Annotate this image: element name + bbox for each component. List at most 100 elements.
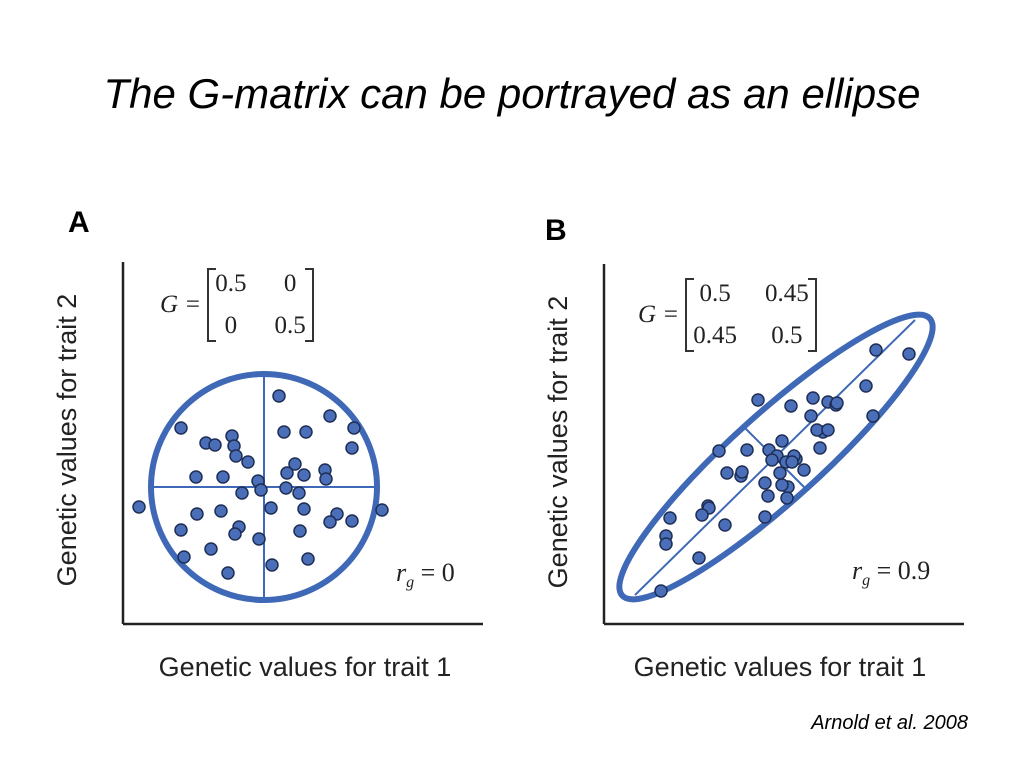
rg-value: = 0 — [420, 558, 455, 587]
panel-b-data-point — [654, 584, 668, 598]
panel-b-data-point — [773, 466, 787, 480]
panel-a-data-point — [189, 470, 203, 484]
genetic-correlation-b: rg = 0.9 — [852, 556, 930, 590]
panel-a-data-point — [208, 438, 222, 452]
panel-a-data-point — [132, 500, 146, 514]
panel-a-data-point — [345, 441, 359, 455]
panel-a-data-point — [279, 481, 293, 495]
panel-a-data-point — [264, 501, 278, 515]
panel-a-data-point — [347, 421, 361, 435]
panel-b-data-point — [785, 455, 799, 469]
panel-a-data-point — [228, 527, 242, 541]
variance-ellipse-b — [616, 311, 936, 603]
panel-b-data-point — [813, 441, 827, 455]
panel-a-data-point — [345, 514, 359, 528]
panel-b-data-point — [720, 466, 734, 480]
matrix-cell: 0.45 — [764, 280, 809, 307]
panel-b-data-point — [740, 443, 754, 457]
panel-b-data-point — [780, 491, 794, 505]
scatter-plot-a — [121, 262, 483, 626]
rg-subscript: g — [406, 574, 415, 592]
panel-a-data-point — [280, 466, 294, 480]
panel-a-data-point — [241, 455, 255, 469]
panel-b-data-point — [869, 343, 883, 357]
panel-letter-b: B — [545, 214, 567, 247]
panel-b-data-point — [765, 453, 779, 467]
matrix-lhs-b: G = — [638, 301, 680, 328]
panel-b-data-point — [784, 399, 798, 413]
panel-b-data-point — [775, 478, 789, 492]
panel-a-data-point — [254, 483, 268, 497]
matrix-cell: 0.5 — [699, 280, 731, 307]
panel-b-data-point — [775, 434, 789, 448]
panel-b-data-point — [866, 409, 880, 423]
panel-b-data-point — [758, 476, 772, 490]
panel-a-data-point — [323, 409, 337, 423]
panel-b-data-point — [695, 508, 709, 522]
panel-a-data-point — [229, 449, 243, 463]
panel-a-data-point — [216, 470, 230, 484]
panel-b-data-point — [902, 347, 916, 361]
slide-title: The G-matrix can be portrayed as an elli… — [103, 70, 921, 117]
data-points-b — [654, 343, 916, 598]
panel-a-data-point — [288, 457, 302, 471]
rg-value: = 0.9 — [876, 556, 931, 585]
panel-b-data-point — [859, 379, 873, 393]
panel-a-data-point — [301, 552, 315, 566]
matrix-cell: 0.5 — [215, 270, 247, 297]
panel-a-data-point — [297, 468, 311, 482]
panel-b-data-point — [830, 396, 844, 410]
panel-a-data-point — [221, 566, 235, 580]
panel-b-data-point — [718, 518, 732, 532]
matrix-cell: 0.45 — [693, 322, 737, 349]
panel-a-data-point — [292, 486, 306, 500]
panel-a: A Genetic values for trait 2 G = 0.5 0 0… — [52, 200, 540, 690]
panel-a-data-point — [375, 503, 389, 517]
panel-b-data-point — [761, 489, 775, 503]
panel-b-data-point — [751, 393, 765, 407]
panel-a-data-point — [204, 542, 218, 556]
rg-symbol: r — [852, 556, 863, 585]
panel-b: B Genetic values for trait 2 G = 0.5 0.4… — [540, 200, 1020, 690]
panel-a-data-point — [297, 502, 311, 516]
matrix-cell: 0 — [224, 312, 238, 339]
panel-b-data-point — [659, 537, 673, 551]
x-axis-label-b: Genetic values for trait 1 — [633, 652, 927, 682]
x-axis-label-a: Genetic values for trait 1 — [158, 652, 452, 682]
panel-a-data-point — [265, 558, 279, 572]
panel-letter-a: A — [68, 206, 90, 239]
panel-b-data-point — [735, 465, 749, 479]
panel-a-data-point — [214, 504, 228, 518]
panel-a-data-point — [177, 550, 191, 564]
panel-b-data-point — [663, 511, 677, 525]
panel-b-data-point — [797, 463, 811, 477]
panel-b-data-point — [758, 510, 772, 524]
panel-a-data-point — [277, 425, 291, 439]
panel-a-data-point — [272, 389, 286, 403]
panel-a-data-point — [299, 425, 313, 439]
panel-a-data-point — [174, 421, 188, 435]
panel-a-data-point — [319, 472, 333, 486]
panel-b-data-point — [810, 423, 824, 437]
panel-b-data-point — [821, 423, 835, 437]
panel-a-data-point — [252, 532, 266, 546]
rg-symbol: r — [396, 558, 407, 587]
panel-a-data-point — [293, 524, 307, 538]
matrix-cell: 0.5 — [274, 312, 306, 339]
panel-a-data-point — [174, 523, 188, 537]
g-matrix-b: G = 0.5 0.45 0.45 0.5 — [638, 278, 817, 352]
citation: Arnold et al. 2008 — [811, 712, 968, 734]
panel-b-data-point — [804, 409, 818, 423]
panel-b-data-point — [692, 551, 706, 565]
scatter-plot-b — [602, 264, 964, 626]
panel-b-data-point — [806, 391, 820, 405]
genetic-correlation-a: rg = 0 — [396, 558, 455, 592]
rg-subscript: g — [862, 572, 871, 590]
matrix-bracket-a: 0.5 0 0 0.5 — [207, 268, 314, 342]
matrix-lhs-a: G = — [160, 291, 202, 318]
g-matrix-a: G = 0.5 0 0 0.5 — [160, 268, 314, 342]
panel-a-data-point — [190, 507, 204, 521]
panel-b-data-point — [712, 444, 726, 458]
panel-a-data-point — [235, 486, 249, 500]
data-points-a — [132, 389, 389, 580]
